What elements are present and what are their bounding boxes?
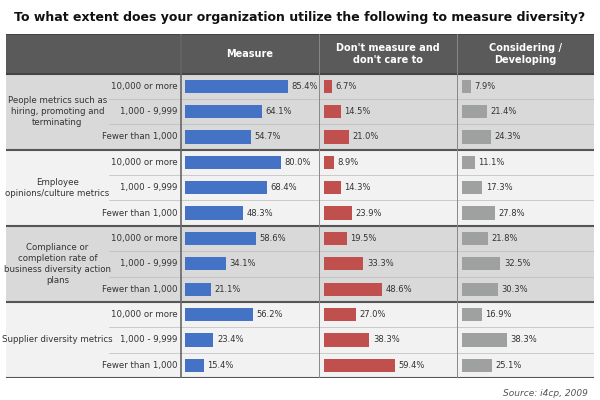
Bar bbox=[462, 130, 491, 144]
Text: 27.8%: 27.8% bbox=[498, 208, 525, 218]
Text: 15.4%: 15.4% bbox=[208, 361, 233, 370]
Text: 24.3%: 24.3% bbox=[494, 132, 521, 142]
Text: 48.6%: 48.6% bbox=[385, 285, 412, 294]
Text: 59.4%: 59.4% bbox=[398, 361, 425, 370]
Bar bbox=[462, 181, 482, 194]
Text: 48.3%: 48.3% bbox=[247, 208, 274, 218]
Bar bbox=[462, 80, 471, 93]
Text: 38.3%: 38.3% bbox=[511, 336, 538, 344]
Bar bbox=[185, 232, 256, 245]
Text: Don't measure and
don't care to: Don't measure and don't care to bbox=[336, 43, 440, 64]
Text: 32.5%: 32.5% bbox=[504, 259, 530, 268]
Bar bbox=[323, 283, 382, 296]
Text: Fewer than 1,000: Fewer than 1,000 bbox=[102, 361, 178, 370]
Text: 27.0%: 27.0% bbox=[359, 310, 386, 319]
Text: 19.5%: 19.5% bbox=[350, 234, 377, 243]
Text: Fewer than 1,000: Fewer than 1,000 bbox=[102, 285, 178, 294]
Bar bbox=[462, 359, 491, 372]
Text: 56.2%: 56.2% bbox=[256, 310, 283, 319]
Text: 21.4%: 21.4% bbox=[491, 107, 517, 116]
Text: 25.1%: 25.1% bbox=[495, 361, 521, 370]
Bar bbox=[185, 156, 281, 169]
Bar bbox=[6, 302, 594, 378]
Bar bbox=[323, 206, 352, 220]
Text: 21.8%: 21.8% bbox=[491, 234, 518, 243]
Text: 1,000 - 9,999: 1,000 - 9,999 bbox=[121, 336, 178, 344]
Text: 11.1%: 11.1% bbox=[478, 158, 505, 167]
Text: 1,000 - 9,999: 1,000 - 9,999 bbox=[121, 107, 178, 116]
Text: 34.1%: 34.1% bbox=[230, 259, 256, 268]
Bar bbox=[6, 150, 594, 226]
Bar bbox=[462, 257, 500, 270]
Text: Supplier diversity metrics: Supplier diversity metrics bbox=[2, 336, 113, 344]
Bar bbox=[323, 130, 349, 144]
Bar bbox=[6, 226, 594, 302]
Bar bbox=[185, 257, 226, 270]
Bar bbox=[462, 105, 487, 118]
Text: 85.4%: 85.4% bbox=[291, 82, 317, 91]
Bar bbox=[462, 156, 475, 169]
Bar bbox=[323, 308, 356, 321]
Text: 10,000 or more: 10,000 or more bbox=[111, 310, 178, 319]
Bar bbox=[323, 232, 347, 245]
Text: Considering /
Developing: Considering / Developing bbox=[489, 43, 562, 64]
Text: Measure: Measure bbox=[226, 49, 273, 59]
Bar bbox=[323, 333, 370, 346]
Text: 7.9%: 7.9% bbox=[475, 82, 496, 91]
Bar bbox=[323, 257, 364, 270]
Text: 64.1%: 64.1% bbox=[266, 107, 292, 116]
Text: 14.5%: 14.5% bbox=[344, 107, 371, 116]
Text: 54.7%: 54.7% bbox=[254, 132, 281, 142]
Text: 23.4%: 23.4% bbox=[217, 336, 244, 344]
Bar bbox=[185, 308, 253, 321]
Text: 17.3%: 17.3% bbox=[486, 183, 512, 192]
Text: 21.1%: 21.1% bbox=[214, 285, 241, 294]
Text: 1,000 - 9,999: 1,000 - 9,999 bbox=[121, 259, 178, 268]
Bar bbox=[323, 80, 332, 93]
Text: 33.3%: 33.3% bbox=[367, 259, 394, 268]
Text: Employee
opinions/culture metrics: Employee opinions/culture metrics bbox=[5, 178, 110, 198]
Text: 38.3%: 38.3% bbox=[373, 336, 400, 344]
Text: 6.7%: 6.7% bbox=[335, 82, 356, 91]
Bar bbox=[185, 130, 251, 144]
Text: 10,000 or more: 10,000 or more bbox=[111, 82, 178, 91]
Text: Compliance or
completion rate of
business diversity action
plans: Compliance or completion rate of busines… bbox=[4, 243, 111, 285]
Bar bbox=[6, 34, 594, 74]
Text: 8.9%: 8.9% bbox=[338, 158, 359, 167]
Text: 80.0%: 80.0% bbox=[284, 158, 311, 167]
Bar bbox=[323, 181, 341, 194]
Text: Fewer than 1,000: Fewer than 1,000 bbox=[102, 208, 178, 218]
Bar bbox=[462, 308, 482, 321]
Text: 30.3%: 30.3% bbox=[501, 285, 528, 294]
Bar bbox=[462, 333, 507, 346]
Bar bbox=[185, 181, 267, 194]
Bar bbox=[462, 206, 495, 220]
Bar bbox=[323, 359, 395, 372]
Text: Fewer than 1,000: Fewer than 1,000 bbox=[102, 132, 178, 142]
Text: 68.4%: 68.4% bbox=[271, 183, 298, 192]
Bar bbox=[185, 333, 214, 346]
Bar bbox=[462, 283, 497, 296]
Bar bbox=[323, 105, 341, 118]
Bar bbox=[185, 105, 262, 118]
Bar bbox=[185, 80, 287, 93]
Text: 10,000 or more: 10,000 or more bbox=[111, 234, 178, 243]
Text: 1,000 - 9,999: 1,000 - 9,999 bbox=[121, 183, 178, 192]
Text: 21.0%: 21.0% bbox=[352, 132, 379, 142]
Bar bbox=[6, 74, 594, 150]
Bar bbox=[185, 283, 211, 296]
Bar bbox=[462, 232, 488, 245]
Bar bbox=[185, 206, 243, 220]
Text: Source: i4cp, 2009: Source: i4cp, 2009 bbox=[503, 389, 588, 398]
Text: 23.9%: 23.9% bbox=[356, 208, 382, 218]
Bar bbox=[185, 359, 204, 372]
Text: 14.3%: 14.3% bbox=[344, 183, 371, 192]
Text: To what extent does your organization utilize the following to measure diversity: To what extent does your organization ut… bbox=[14, 11, 586, 24]
Bar bbox=[323, 156, 334, 169]
Text: 58.6%: 58.6% bbox=[259, 234, 286, 243]
Text: 16.9%: 16.9% bbox=[485, 310, 512, 319]
Text: People metrics such as
hiring, promoting and
terminating: People metrics such as hiring, promoting… bbox=[8, 96, 107, 127]
Text: 10,000 or more: 10,000 or more bbox=[111, 158, 178, 167]
